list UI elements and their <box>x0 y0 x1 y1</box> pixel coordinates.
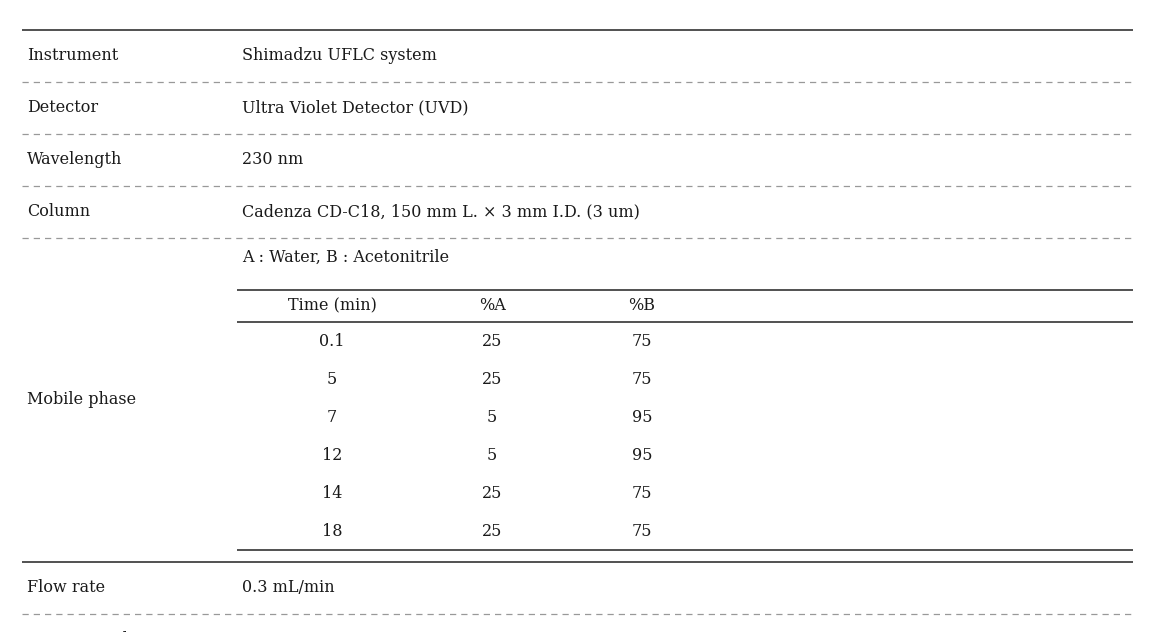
Text: 5: 5 <box>487 408 497 425</box>
Text: 75: 75 <box>632 523 653 540</box>
Text: 75: 75 <box>632 332 653 349</box>
Text: 95: 95 <box>632 408 653 425</box>
Text: Time (min): Time (min) <box>288 298 377 315</box>
Text: 230 nm: 230 nm <box>243 152 304 169</box>
Text: 5: 5 <box>487 446 497 463</box>
Text: 0.1: 0.1 <box>319 332 344 349</box>
Text: Shimadzu UFLC system: Shimadzu UFLC system <box>243 47 437 64</box>
Text: 95: 95 <box>632 446 653 463</box>
Text: Flow rate: Flow rate <box>27 580 105 597</box>
Text: Mobile phase: Mobile phase <box>27 391 136 408</box>
Text: 25: 25 <box>482 485 502 502</box>
Text: 75: 75 <box>632 485 653 502</box>
Text: 25: 25 <box>482 370 502 387</box>
Text: A : Water, B : Acetonitrile: A : Water, B : Acetonitrile <box>243 248 449 265</box>
Text: %A: %A <box>478 298 506 315</box>
Text: 7: 7 <box>327 408 337 425</box>
Text: 25: 25 <box>482 523 502 540</box>
Text: Ultra Violet Detector (UVD): Ultra Violet Detector (UVD) <box>243 99 469 116</box>
Text: 0.3 mL/min: 0.3 mL/min <box>243 580 335 597</box>
Text: 5: 5 <box>327 370 337 387</box>
Text: Column: Column <box>27 204 90 221</box>
Text: 75: 75 <box>632 370 653 387</box>
Text: 12: 12 <box>322 446 342 463</box>
Text: Cadenza CD-C18, 150 mm L. × 3 mm I.D. (3 um): Cadenza CD-C18, 150 mm L. × 3 mm I.D. (3… <box>243 204 640 221</box>
Text: %B: %B <box>628 298 656 315</box>
Text: 14: 14 <box>322 485 342 502</box>
Text: Instrument: Instrument <box>27 47 118 64</box>
Text: Detector: Detector <box>27 99 98 116</box>
Text: 18: 18 <box>322 523 342 540</box>
Text: 25: 25 <box>482 332 502 349</box>
Text: Wavelength: Wavelength <box>27 152 122 169</box>
